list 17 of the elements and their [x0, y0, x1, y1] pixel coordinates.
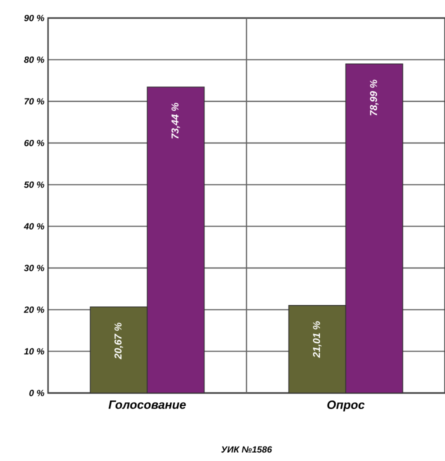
y-tick-label: 10 %: [24, 348, 44, 355]
y-tick-label: 70 %: [24, 98, 44, 105]
y-tick-label: 30 %: [24, 264, 44, 272]
y-tick-label: 40 %: [24, 223, 44, 230]
x-axis-title: УИК №1586: [221, 446, 272, 453]
x-tick-label: Опрос: [327, 400, 365, 412]
data-label: 78,99 %: [370, 80, 379, 116]
y-tick-label: 60 %: [24, 140, 44, 146]
y-tick-label: 0 %: [29, 390, 44, 396]
data-label: 73,44 %: [171, 102, 180, 139]
x-tick-label: Голосование: [108, 400, 186, 409]
y-tick-label: 90 %: [24, 14, 44, 22]
data-label: 20,67 %: [114, 322, 124, 360]
data-label: 21,01 %: [312, 321, 322, 358]
y-tick-label: 80 %: [24, 56, 44, 63]
y-tick-label: 50 %: [24, 181, 44, 188]
y-tick-label: 20 %: [24, 306, 44, 313]
